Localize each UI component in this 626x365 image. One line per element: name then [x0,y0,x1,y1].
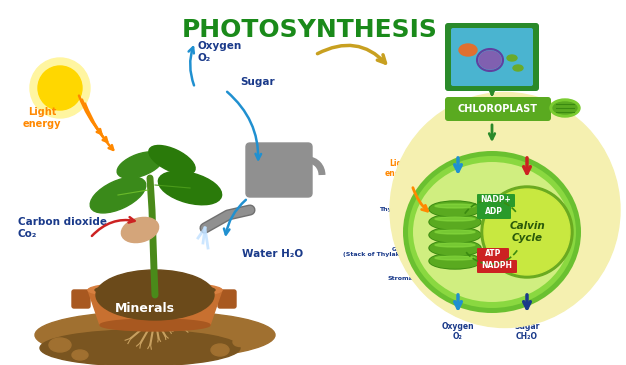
Text: Intermembrane
Space: Intermembrane Space [551,247,606,257]
Circle shape [484,189,570,275]
Ellipse shape [479,51,501,69]
Polygon shape [88,290,222,325]
Ellipse shape [507,55,517,61]
Text: Oxygen
O₂: Oxygen O₂ [442,322,475,341]
Text: Sugar: Sugar [240,77,275,87]
Text: ATP: ATP [485,250,501,258]
Text: Calvin
Cycle: Calvin Cycle [509,221,545,243]
Text: NADPH: NADPH [481,261,513,270]
Text: Carbon
Dioxide Co₂: Carbon Dioxide Co₂ [502,128,552,148]
Ellipse shape [96,270,214,320]
Text: CHLOROPLAST: CHLOROPLAST [458,104,538,114]
Ellipse shape [430,254,480,268]
Ellipse shape [429,227,481,243]
Ellipse shape [149,146,195,174]
Ellipse shape [429,253,481,269]
Ellipse shape [88,282,222,298]
Text: Stroma: Stroma [387,276,413,280]
Text: Sugar
CH₂O: Sugar CH₂O [515,322,540,341]
Ellipse shape [553,102,577,114]
Text: PHOTOSYNTHESIS: PHOTOSYNTHESIS [182,18,438,42]
Ellipse shape [390,92,620,327]
Ellipse shape [413,162,571,302]
Ellipse shape [100,319,210,331]
Text: Light
energy: Light energy [385,159,415,178]
FancyBboxPatch shape [477,206,511,219]
Ellipse shape [408,156,576,308]
Ellipse shape [233,338,247,346]
Text: Inner
Membrane: Inner Membrane [568,223,606,233]
Text: Outer
Membrane: Outer Membrane [568,203,606,214]
Ellipse shape [95,284,215,296]
Ellipse shape [459,44,477,56]
Circle shape [481,186,573,278]
FancyBboxPatch shape [72,290,90,308]
Text: Light
energy: Light energy [23,107,61,129]
Text: Minerals: Minerals [115,301,175,315]
Ellipse shape [429,201,481,217]
Ellipse shape [435,230,475,234]
Circle shape [38,66,82,110]
Ellipse shape [435,243,475,247]
Ellipse shape [550,99,580,117]
Ellipse shape [403,151,581,313]
Ellipse shape [117,152,163,178]
FancyBboxPatch shape [445,97,551,121]
Ellipse shape [90,177,146,213]
Ellipse shape [49,338,71,352]
FancyBboxPatch shape [477,194,515,207]
Text: Thylakoid: Thylakoid [379,207,413,212]
FancyBboxPatch shape [218,290,236,308]
Ellipse shape [435,256,475,260]
Ellipse shape [513,65,523,71]
Ellipse shape [430,202,480,216]
Ellipse shape [121,218,158,243]
Ellipse shape [435,204,475,208]
Ellipse shape [430,228,480,242]
Text: Water H₂O: Water H₂O [242,249,303,259]
Ellipse shape [435,217,475,221]
Circle shape [30,58,90,118]
Ellipse shape [40,330,240,365]
FancyBboxPatch shape [246,143,312,197]
FancyBboxPatch shape [451,28,533,86]
FancyBboxPatch shape [477,260,517,273]
FancyBboxPatch shape [445,23,539,91]
Text: Oxygen
O₂: Oxygen O₂ [198,41,242,63]
Text: NADP+: NADP+ [481,196,511,204]
Ellipse shape [211,344,229,356]
Text: Carbon dioxide
Co₂: Carbon dioxide Co₂ [18,217,107,239]
Ellipse shape [35,311,275,359]
Text: Grana
(Stack of Thylakoid): Grana (Stack of Thylakoid) [343,247,413,257]
Ellipse shape [158,171,222,205]
Ellipse shape [72,350,88,360]
Text: ADP: ADP [485,207,503,216]
FancyBboxPatch shape [477,248,509,261]
Ellipse shape [429,214,481,230]
Text: Water H₂O: Water H₂O [436,139,481,148]
Ellipse shape [430,215,480,229]
Ellipse shape [430,241,480,255]
Ellipse shape [429,240,481,256]
